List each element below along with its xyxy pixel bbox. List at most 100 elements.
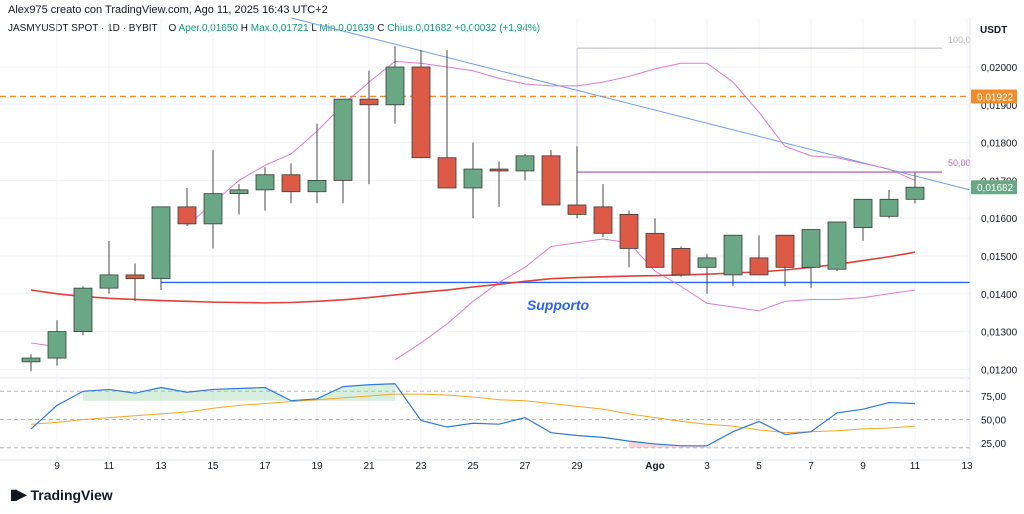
candle-body — [437, 157, 457, 189]
candle-body — [879, 198, 899, 217]
time-tick-label: 19 — [311, 461, 323, 472]
high-value: Max.0,01721 — [250, 23, 309, 34]
candle-body — [905, 186, 925, 200]
rsi-line — [30, 383, 916, 447]
time-tick-label: 29 — [571, 461, 583, 472]
candle-body — [385, 66, 405, 106]
oscillator-pane — [0, 383, 970, 449]
time-tick-label: 21 — [363, 461, 375, 472]
band-lower-line — [394, 238, 916, 361]
candle-body — [255, 174, 275, 191]
time-tick-label: 7 — [808, 461, 814, 472]
oscillator-tick-label: 50,00 — [981, 416, 1006, 427]
last-price-tag — [971, 180, 1017, 195]
brand-name: TradingView — [30, 486, 113, 503]
candlestick-series — [21, 46, 925, 372]
price-tick-label: 0,01300 — [981, 328, 1018, 339]
price-tick-label: 0,01400 — [981, 290, 1018, 301]
trendline — [290, 17, 971, 191]
overbought-fill — [239, 387, 265, 401]
candle-body — [749, 257, 769, 276]
time-tick-label: 15 — [207, 461, 219, 472]
overbought-fill — [369, 383, 395, 401]
time-axis: 9 11 13 15 17 19 21 23 25 27 29 Ago 3 5 7 9 11 13 — [54, 461, 973, 472]
overbought-fill — [83, 389, 109, 401]
time-tick-label: 11 — [104, 461, 115, 472]
time-tick-label: 9 — [54, 461, 60, 472]
time-tick-label: 11 — [910, 461, 921, 472]
price-tick-label: 0,02000 — [981, 63, 1018, 74]
oscillator-tick-label: 75,00 — [981, 392, 1006, 403]
price-tick-label: 0,01200 — [981, 365, 1018, 376]
candle-body — [151, 206, 171, 280]
time-tick-label: 27 — [519, 461, 531, 472]
candle-body — [229, 189, 249, 195]
symbol-legend: JASMYUSDT SPOT · 1D · BYBIT O Aper.0,016… — [8, 23, 540, 34]
resistance-price-text: 0,01922 — [977, 92, 1014, 103]
low-label: L — [311, 23, 317, 34]
tradingview-logo: ▮▶ TradingView — [10, 486, 113, 503]
oversold-fill — [629, 441, 655, 448]
candle-body — [177, 206, 197, 225]
high-label: H — [240, 23, 248, 34]
overbought-fill — [187, 389, 213, 401]
price-tick-label: 0,01800 — [981, 139, 1018, 150]
candle-body — [567, 204, 587, 215]
candle-body — [489, 168, 509, 172]
close-label: C — [377, 23, 385, 34]
time-tick-label: 9 — [860, 461, 866, 472]
candle-body — [671, 248, 691, 276]
time-tick-label: 13 — [961, 461, 973, 472]
candle-body — [801, 229, 821, 268]
last-price-text: 0,01682 — [977, 183, 1014, 194]
price-tick-label: 0,01900 — [981, 101, 1018, 112]
candle-body — [307, 179, 327, 193]
change-value: +0,00032 (+1,94%) — [454, 23, 541, 34]
overlay-lines: 100,0 50,00 — [0, 17, 971, 361]
candle-body — [463, 168, 483, 189]
time-tick-label: Ago — [645, 461, 664, 472]
overbought-fill — [135, 387, 161, 401]
candle-body — [333, 98, 353, 181]
price-tick-label: 0,01500 — [981, 252, 1018, 263]
time-tick-label: 25 — [467, 461, 479, 472]
open-label: O — [168, 23, 177, 34]
time-tick-label: 3 — [704, 461, 710, 472]
candle-body — [853, 198, 873, 229]
overbought-fill — [161, 387, 187, 401]
fib-100-label: 100,0 — [948, 35, 971, 45]
candle-body — [619, 214, 639, 249]
open-value: Aper.0,01650 — [178, 23, 238, 34]
symbol-name: JASMYUSDT SPOT · 1D · BYBIT — [8, 23, 158, 34]
resistance-price-tag — [971, 89, 1017, 104]
publisher-line: Alex975 creato con TradingView.com, Ago … — [8, 4, 328, 16]
candle-body — [73, 287, 93, 333]
candle-body — [775, 234, 795, 268]
candle-body — [359, 98, 379, 106]
support-annotation: Supporto — [527, 297, 590, 313]
candle-body — [47, 331, 67, 359]
candle-body — [203, 193, 223, 225]
candle-body — [411, 66, 431, 159]
time-tick-label: 23 — [415, 461, 427, 472]
candle-body — [723, 234, 743, 276]
candle-body — [125, 274, 145, 280]
low-value: Min.0,01639 — [319, 23, 375, 34]
oscillator-tick-label: 25,00 — [981, 439, 1006, 450]
candle-body — [827, 221, 847, 270]
time-tick-label: 5 — [756, 461, 762, 472]
time-tick-label: 17 — [259, 461, 271, 472]
band-upper-line — [186, 60, 916, 227]
time-tick-label: 13 — [155, 461, 167, 472]
close-value: Chius.0,01682 — [387, 23, 452, 34]
candle-body — [515, 155, 535, 172]
price-axis: USDT0,020000,019000,018000,017000,016000… — [0, 18, 1018, 461]
overbought-fill — [213, 388, 239, 401]
overbought-fill — [343, 384, 369, 401]
fib-50-label: 50,00 — [948, 158, 971, 168]
candle-body — [645, 232, 665, 268]
candle-body — [21, 357, 41, 363]
price-tick-label: 0,01600 — [981, 214, 1018, 225]
tradingview-logo-icon: ▮▶ — [10, 486, 27, 502]
